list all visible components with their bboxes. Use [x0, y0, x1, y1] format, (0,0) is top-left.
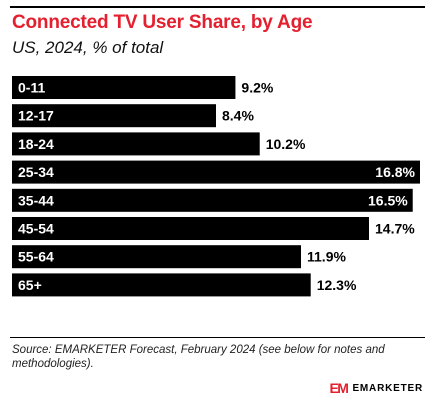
category-label-18-24: 18-24 — [18, 136, 54, 152]
bar-55-64 — [12, 245, 301, 269]
category-label-0-11: 0-11 — [18, 80, 45, 96]
bar-0-11 — [12, 76, 236, 99]
category-label-25-34: 25-34 — [18, 164, 54, 180]
value-label-18-24: 10.2% — [266, 136, 306, 152]
bar-25-34 — [12, 160, 420, 184]
category-label-12-17: 12-17 — [18, 108, 54, 124]
category-label-65+: 65+ — [18, 277, 42, 293]
bar-18-24 — [12, 132, 260, 156]
bar-45-54 — [12, 217, 369, 240]
value-label-45-54: 14.7% — [375, 221, 415, 237]
value-label-35-44: 16.5% — [368, 192, 408, 208]
source-note: Source: EMARKETER Forecast, February 202… — [12, 344, 385, 370]
bottom-rule — [10, 337, 425, 338]
chart-title: Connected TV User Share, by Age — [12, 12, 313, 33]
value-label-12-17: 8.4% — [222, 108, 254, 124]
bar-35-44 — [12, 188, 413, 212]
brand-mark-icon: EM — [329, 380, 349, 396]
bar-12-17 — [12, 104, 216, 128]
category-label-45-54: 45-54 — [18, 221, 54, 237]
bar-65+ — [12, 273, 311, 297]
chart-subtitle: US, 2024, % of total — [12, 38, 164, 57]
category-label-55-64: 55-64 — [18, 249, 54, 265]
category-label-35-44: 35-44 — [18, 192, 54, 208]
top-rule — [10, 6, 425, 8]
bar-chart: 0-11 9.2% 12-17 8.4% 18-24 10.2% 25-34 16.8% 35-… — [12, 76, 420, 297]
value-label-25-34: 16.8% — [375, 164, 415, 180]
brand-logo: EM EMARKETER — [329, 380, 423, 396]
brand-name: EMARKETER — [352, 382, 423, 394]
value-label-0-11: 9.2% — [241, 80, 273, 96]
value-label-65+: 12.3% — [317, 277, 357, 293]
value-label-55-64: 11.9% — [307, 249, 346, 265]
